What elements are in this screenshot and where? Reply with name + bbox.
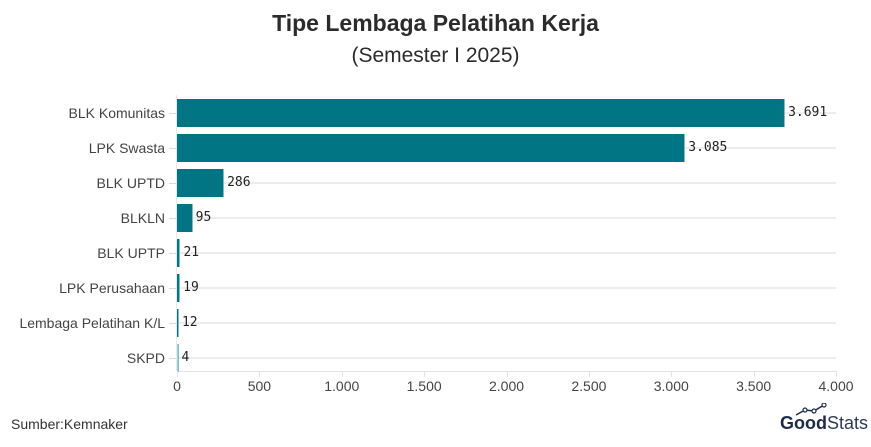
x-tick-mark	[753, 371, 755, 377]
y-tick-mark	[169, 147, 176, 149]
bar[interactable]	[177, 308, 179, 337]
x-tick-label: 3.000	[653, 378, 689, 394]
y-tick-mark	[169, 287, 176, 289]
x-tick-label: 500	[247, 378, 272, 394]
value-label: 4	[181, 349, 190, 365]
gridline	[177, 286, 836, 289]
x-tick-label: 0	[173, 378, 181, 394]
value-label: 3.085	[688, 139, 728, 155]
y-tick-mark	[169, 182, 176, 184]
bar[interactable]	[177, 203, 193, 232]
gridline	[177, 321, 836, 324]
x-tick-mark	[424, 371, 426, 377]
y-tick-mark	[169, 217, 176, 219]
bar[interactable]	[177, 273, 181, 302]
category-label: BLK Komunitas	[68, 104, 166, 121]
y-tick-mark	[169, 357, 176, 359]
category-label: LPK Swasta	[88, 139, 165, 156]
gridline	[177, 216, 836, 219]
value-label: 286	[227, 174, 251, 190]
category-label: SKPD	[126, 349, 165, 366]
y-axis-line	[176, 95, 177, 371]
y-tick-mark	[169, 252, 176, 254]
x-tick-label: 3.500	[736, 378, 772, 394]
gridline	[177, 181, 836, 184]
x-tick-label: 2.500	[571, 378, 607, 394]
x-tick-label: 4.000	[818, 378, 854, 394]
x-tick-mark	[259, 371, 261, 377]
trend-line-icon	[795, 403, 827, 416]
x-tick-mark	[506, 371, 508, 377]
x-tick-label: 1.000	[324, 378, 360, 394]
bar[interactable]	[177, 98, 786, 127]
category-label: LPK Perusahaan	[59, 279, 165, 296]
y-tick-mark	[169, 112, 176, 114]
category-label: Lembaga Pelatihan K/L	[19, 314, 165, 331]
value-label: 19	[183, 279, 199, 295]
chart-subtitle: (Semester I 2025)	[351, 44, 520, 67]
chart-title: Tipe Lembaga Pelatihan Kerja	[272, 10, 599, 36]
source-note: Sumber:Kemnaker	[11, 416, 128, 432]
x-tick-mark	[588, 371, 590, 377]
gridline	[177, 251, 836, 254]
logo-text-good: Good	[780, 413, 827, 433]
x-tick-mark	[836, 371, 837, 377]
x-tick-mark	[671, 371, 673, 377]
y-tick-mark	[169, 322, 176, 324]
bar[interactable]	[177, 133, 686, 162]
x-tick-label: 1.500	[406, 378, 442, 394]
category-label: BLK UPTD	[96, 174, 165, 191]
logo-text-stats: Stats	[827, 413, 869, 433]
x-tick-mark	[177, 371, 178, 377]
goodstats-logo: GoodStats	[780, 403, 869, 434]
x-tick-label: 2.000	[488, 378, 525, 394]
category-label: BLKLN	[120, 209, 165, 226]
value-label: 21	[183, 244, 200, 260]
value-label: 95	[195, 209, 212, 225]
bar[interactable]	[177, 168, 225, 197]
bar[interactable]	[177, 238, 181, 267]
bar[interactable]	[177, 343, 179, 372]
category-label: BLK UPTP	[97, 244, 165, 261]
x-tick-mark	[341, 371, 343, 377]
value-label: 12	[181, 314, 198, 330]
gridline	[177, 356, 836, 359]
value-label: 3.691	[788, 104, 828, 120]
